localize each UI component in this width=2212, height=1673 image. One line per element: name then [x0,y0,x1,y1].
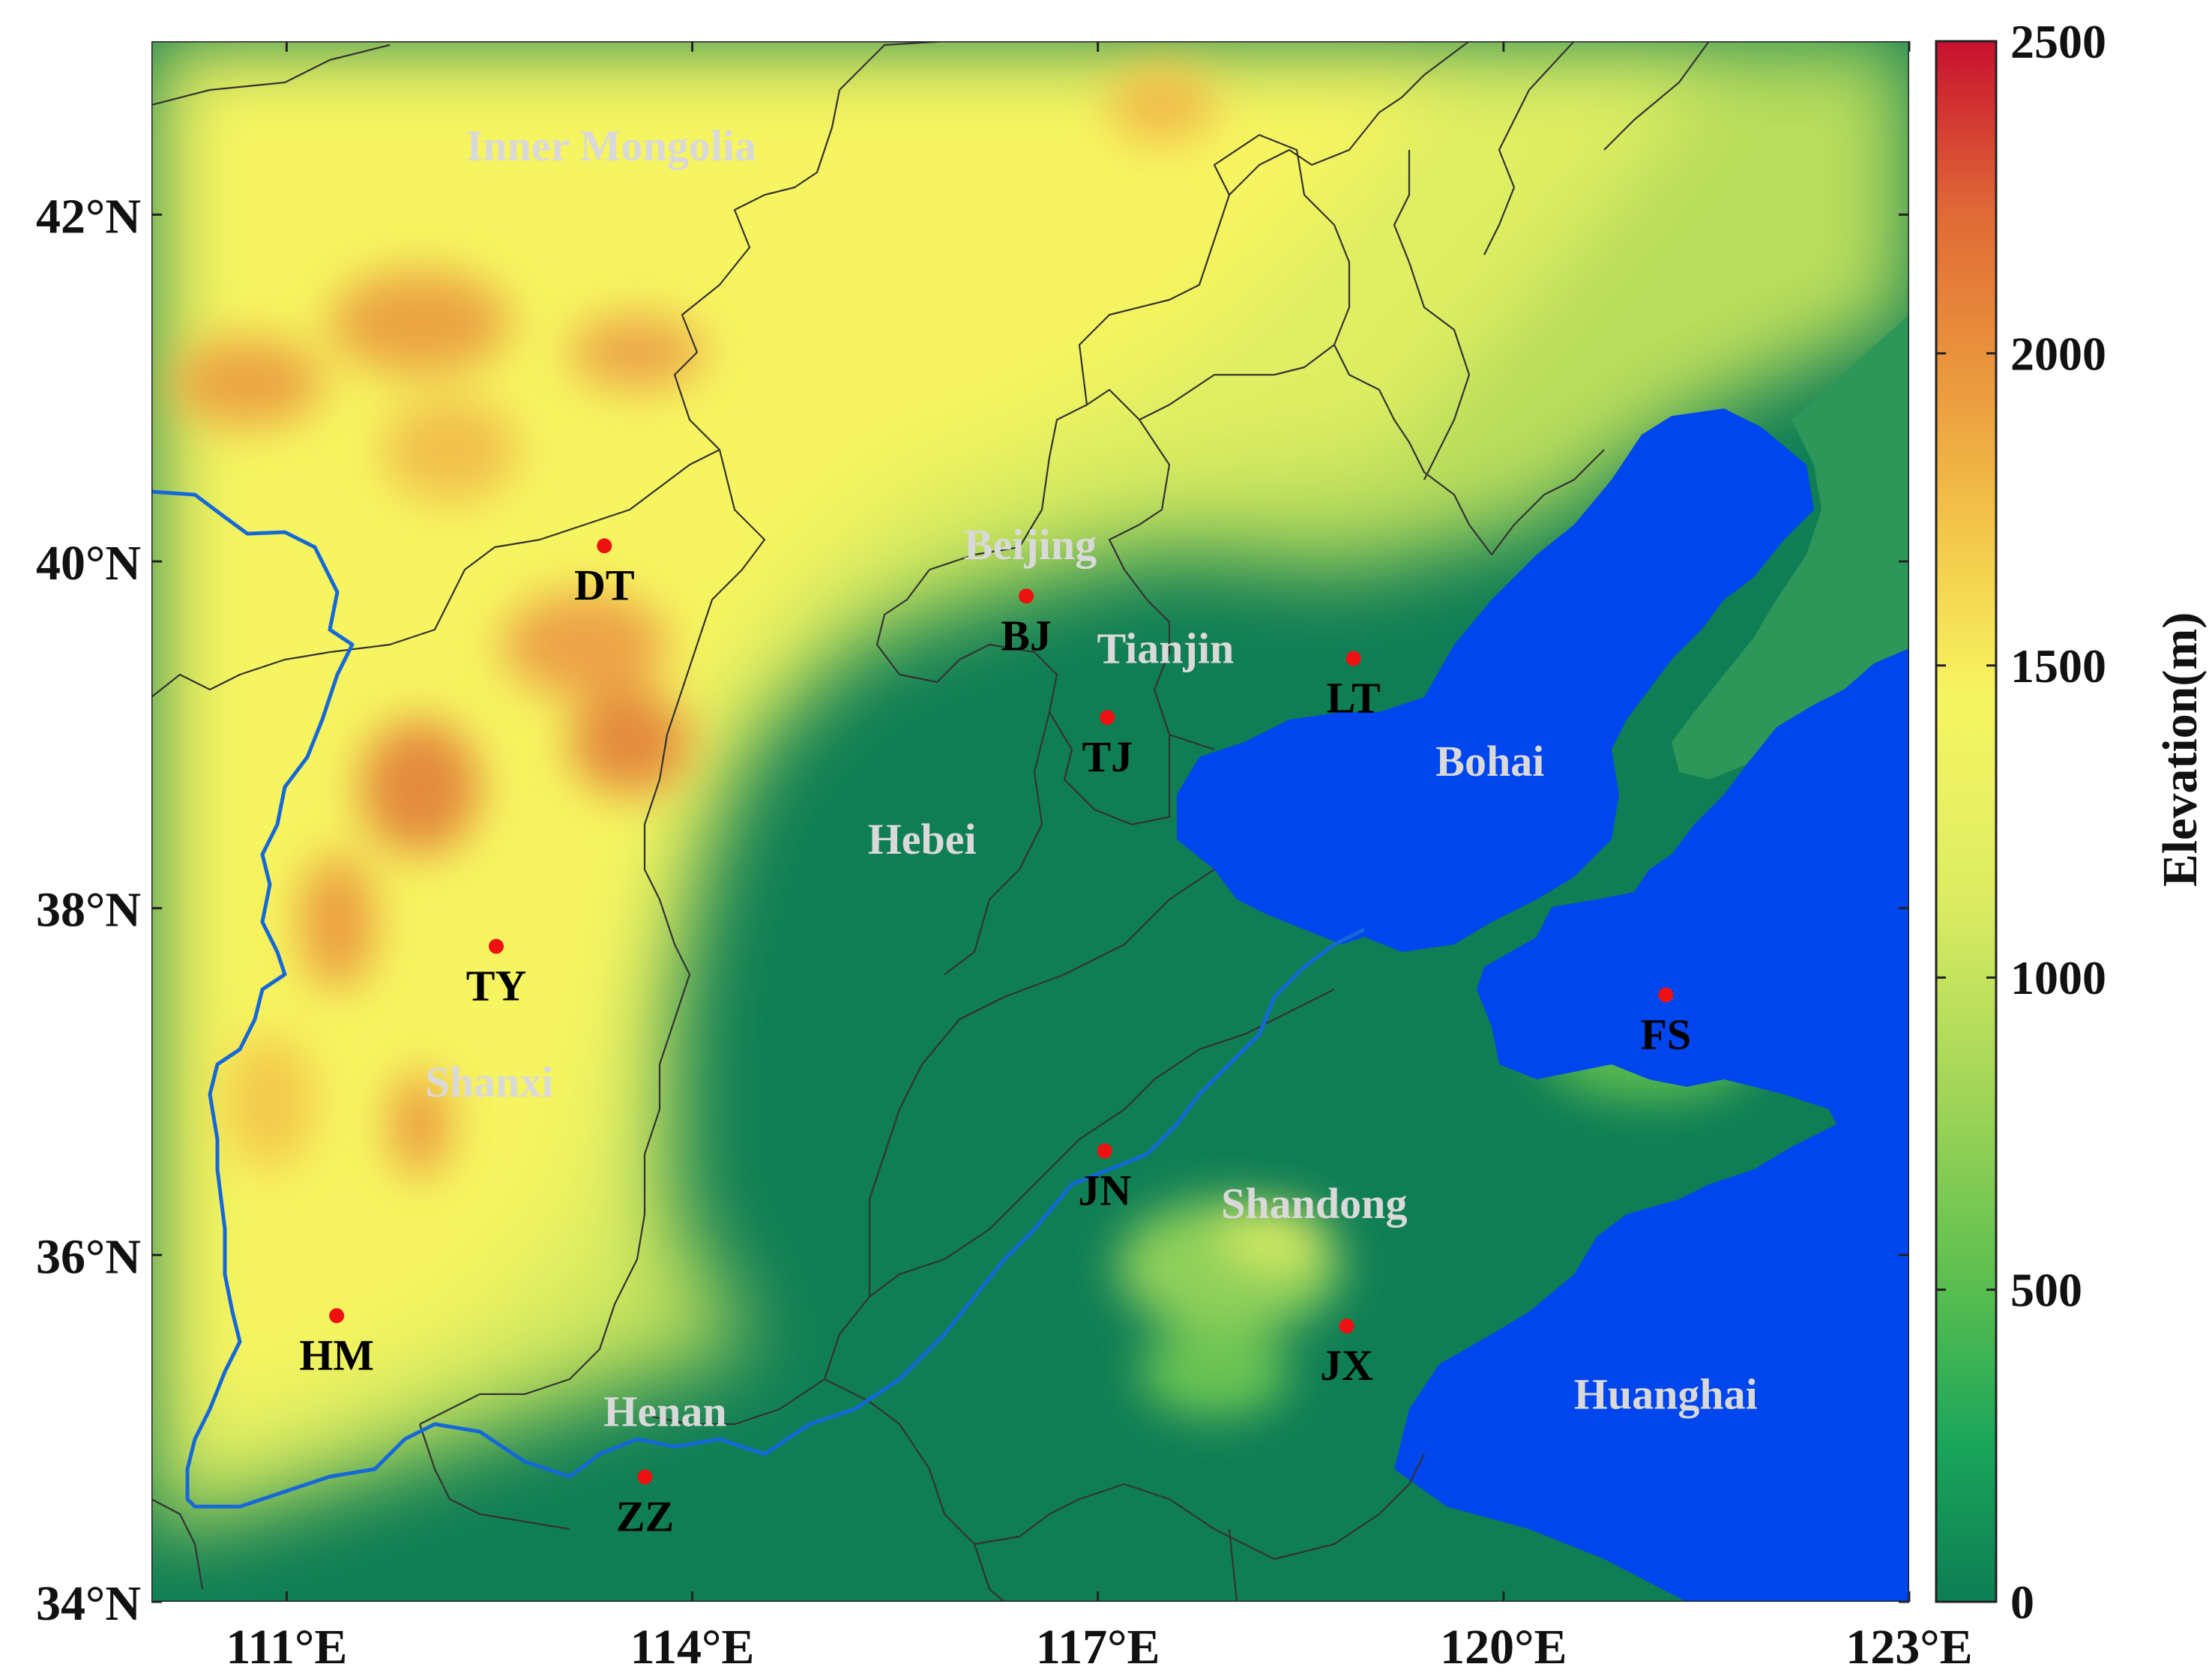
region-label-tianjin: Tianjin [1097,624,1235,673]
region-label-shanxi: Shanxi [426,1058,554,1106]
station-markers: DT BJ TJ LT TY FS JN JX HM ZZ [299,538,1691,1540]
colorbar-title: Elevation(m) [2153,612,2208,887]
lon-tick-label: 117°E [1036,1620,1160,1673]
lat-tick-label: 34°N [36,1576,141,1631]
station-label: LT [1327,674,1381,723]
station-label: DT [574,561,635,609]
colorbar-tick-label: 1000 [2010,951,2106,1004]
lon-tick-label: 120°E [1440,1620,1567,1673]
station-marker [488,938,504,954]
sea-bohai-huanghai [1177,409,1909,1602]
region-label-huanghai: Huanghai [1574,1369,1758,1418]
map-panel [151,41,1909,1602]
lat-tick-label: 42°N [36,189,141,244]
region-label-henan: Henan [603,1387,726,1436]
station-label: JN [1078,1166,1131,1215]
yellow-river [151,489,1366,1509]
station-marker [1100,710,1115,726]
lon-tick-label: 123°E [1845,1620,1972,1673]
terrain-mountains [172,67,1214,1177]
station-label: TY [466,962,527,1010]
station-lt: LT [1327,651,1381,723]
station-marker [1658,987,1674,1003]
station-label: FS [1640,1010,1691,1058]
province-boundaries [151,41,1710,1602]
station-label: TJ [1082,732,1133,781]
region-label-shandong: Shandong [1221,1179,1407,1228]
colorbar-gradient [1935,40,1998,1603]
map-axis-ticks: 111°E 114°E 117°E 120°E 123°E 34°N 36°N 38°N 40°… [36,41,1973,1673]
colorbar-tick-label: 500 [2010,1264,2082,1317]
station-tj: TJ [1082,710,1133,781]
colorbar-ticks: 0 500 1000 1500 2000 2500 [1936,15,2106,1629]
station-marker [329,1308,345,1324]
colorbar-tick-label: 2000 [2010,327,2106,380]
station-bj: BJ [1001,588,1052,660]
lon-tick-label: 111°E [226,1620,347,1673]
region-labels: Inner Mongolia Beijing Tianjin Hebei Bohai Sh… [426,121,1758,1436]
land-liaodong [1672,315,1909,780]
station-jx: JX [1320,1318,1373,1390]
station-label: ZZ [616,1492,674,1540]
station-label: BJ [1001,611,1052,660]
station-ty: TY [466,938,527,1010]
station-marker [1097,1143,1112,1159]
lat-tick-label: 40°N [36,536,141,591]
station-jn: JN [1078,1143,1131,1215]
lon-tick-label: 114°E [630,1620,755,1673]
colorbar-tick-label: 2500 [2010,15,2106,68]
lat-tick-label: 36°N [36,1229,141,1284]
colorbar: 0 500 1000 1500 2000 2500 Elevation(m) [1935,15,2208,1629]
station-zz: ZZ [616,1469,674,1540]
station-label: HM [299,1330,374,1379]
colorbar-tick-label: 0 [2010,1576,2034,1629]
region-label-hebei: Hebei [868,815,977,863]
station-marker [637,1469,653,1485]
station-marker [1345,651,1361,666]
region-label-beijing: Beijing [964,520,1097,569]
station-fs: FS [1640,987,1691,1058]
station-marker [1339,1318,1354,1334]
region-label-bohai: Bohai [1435,737,1544,786]
lat-tick-label: 38°N [36,883,141,938]
station-marker [1019,588,1034,604]
terrain-highland [151,41,1909,1537]
colorbar-tick-label: 1500 [2010,639,2106,693]
station-dt: DT [574,538,635,609]
station-label: JX [1320,1341,1373,1390]
station-marker [597,538,612,554]
region-label-inner-mongolia: Inner Mongolia [466,121,756,170]
station-hm: HM [299,1308,374,1379]
